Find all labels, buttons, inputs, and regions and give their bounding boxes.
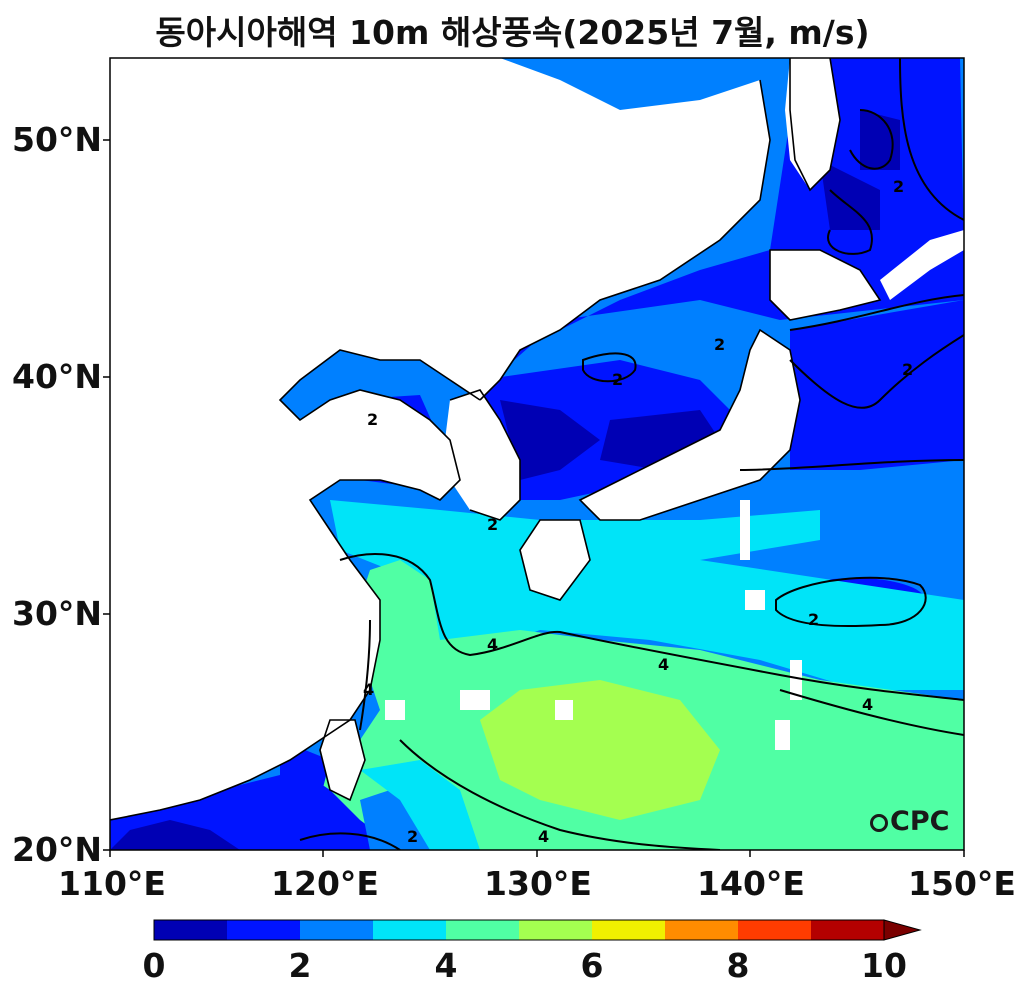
colorbar-border bbox=[153, 919, 885, 941]
logo-mark-icon bbox=[870, 814, 888, 832]
lon-label-130e: 130°E bbox=[484, 864, 592, 903]
lat-label-30n: 30°N bbox=[12, 594, 103, 633]
lon-label-110e: 110°E bbox=[58, 864, 166, 903]
contour-label: 4 bbox=[538, 827, 549, 846]
contour-labels: 2 2 2 2 2 2 2 2 4 4 4 4 4 bbox=[363, 177, 913, 846]
wind-field: 2 2 2 2 2 2 2 2 4 4 4 4 4 bbox=[110, 58, 964, 850]
cpc-logo: CPC bbox=[870, 806, 949, 837]
taiwan bbox=[320, 720, 365, 800]
colorbar-label-2: 2 bbox=[288, 946, 312, 985]
colorbar-label-0: 0 bbox=[142, 946, 166, 985]
hokkaido bbox=[770, 250, 880, 320]
colorbar-segment bbox=[154, 920, 228, 940]
colorbar-segment bbox=[300, 920, 374, 940]
lat-label-40n: 40°N bbox=[12, 357, 103, 396]
colorbar-segment bbox=[519, 920, 593, 940]
contour-label: 2 bbox=[407, 827, 418, 846]
lon-label-140e: 140°E bbox=[697, 864, 805, 903]
sakhalin bbox=[785, 58, 840, 190]
lat-label-20n: 20°N bbox=[12, 830, 103, 869]
colorbar-segment bbox=[227, 920, 301, 940]
contour-label: 4 bbox=[862, 695, 873, 714]
lat-label-50n: 50°N bbox=[12, 120, 103, 159]
axis-ticks bbox=[103, 139, 965, 857]
contour-label: 4 bbox=[487, 635, 498, 654]
kuril-islands bbox=[880, 230, 964, 300]
colorbar-segment bbox=[811, 920, 885, 940]
contour-label: 2 bbox=[714, 335, 725, 354]
lon-label-150e: 150°E bbox=[908, 864, 1016, 903]
lon-label-120e: 120°E bbox=[271, 864, 379, 903]
contour-label: 2 bbox=[808, 610, 819, 629]
contour-label: 2 bbox=[487, 515, 498, 534]
colorbar-segment bbox=[446, 920, 520, 940]
contour-label: 2 bbox=[612, 370, 623, 389]
contour-label: 2 bbox=[367, 410, 378, 429]
japan-kyushu bbox=[520, 520, 590, 600]
colorbar-label-10: 10 bbox=[861, 946, 907, 985]
contour-label: 2 bbox=[893, 177, 904, 196]
colorbar-segment bbox=[665, 920, 739, 940]
china-mainland bbox=[110, 58, 770, 820]
colorbar-label-4: 4 bbox=[434, 946, 458, 985]
contour-label: 4 bbox=[363, 680, 374, 699]
colorbar-segment bbox=[738, 920, 812, 940]
logo-text: CPC bbox=[890, 806, 950, 837]
contour-label: 2 bbox=[902, 360, 913, 379]
contour-label: 4 bbox=[658, 655, 669, 674]
colorbar-segment bbox=[373, 920, 447, 940]
colorbar-extend-arrow bbox=[883, 919, 922, 941]
colorbar-label-8: 8 bbox=[726, 946, 750, 985]
colorbar-segment bbox=[592, 920, 666, 940]
map-title: 동아시아해역 10m 해상풍속(2025년 7월, m/s) bbox=[155, 13, 870, 52]
contour-lines bbox=[299, 58, 964, 850]
colorbar-label-6: 6 bbox=[580, 946, 604, 985]
colorbar bbox=[153, 919, 922, 941]
